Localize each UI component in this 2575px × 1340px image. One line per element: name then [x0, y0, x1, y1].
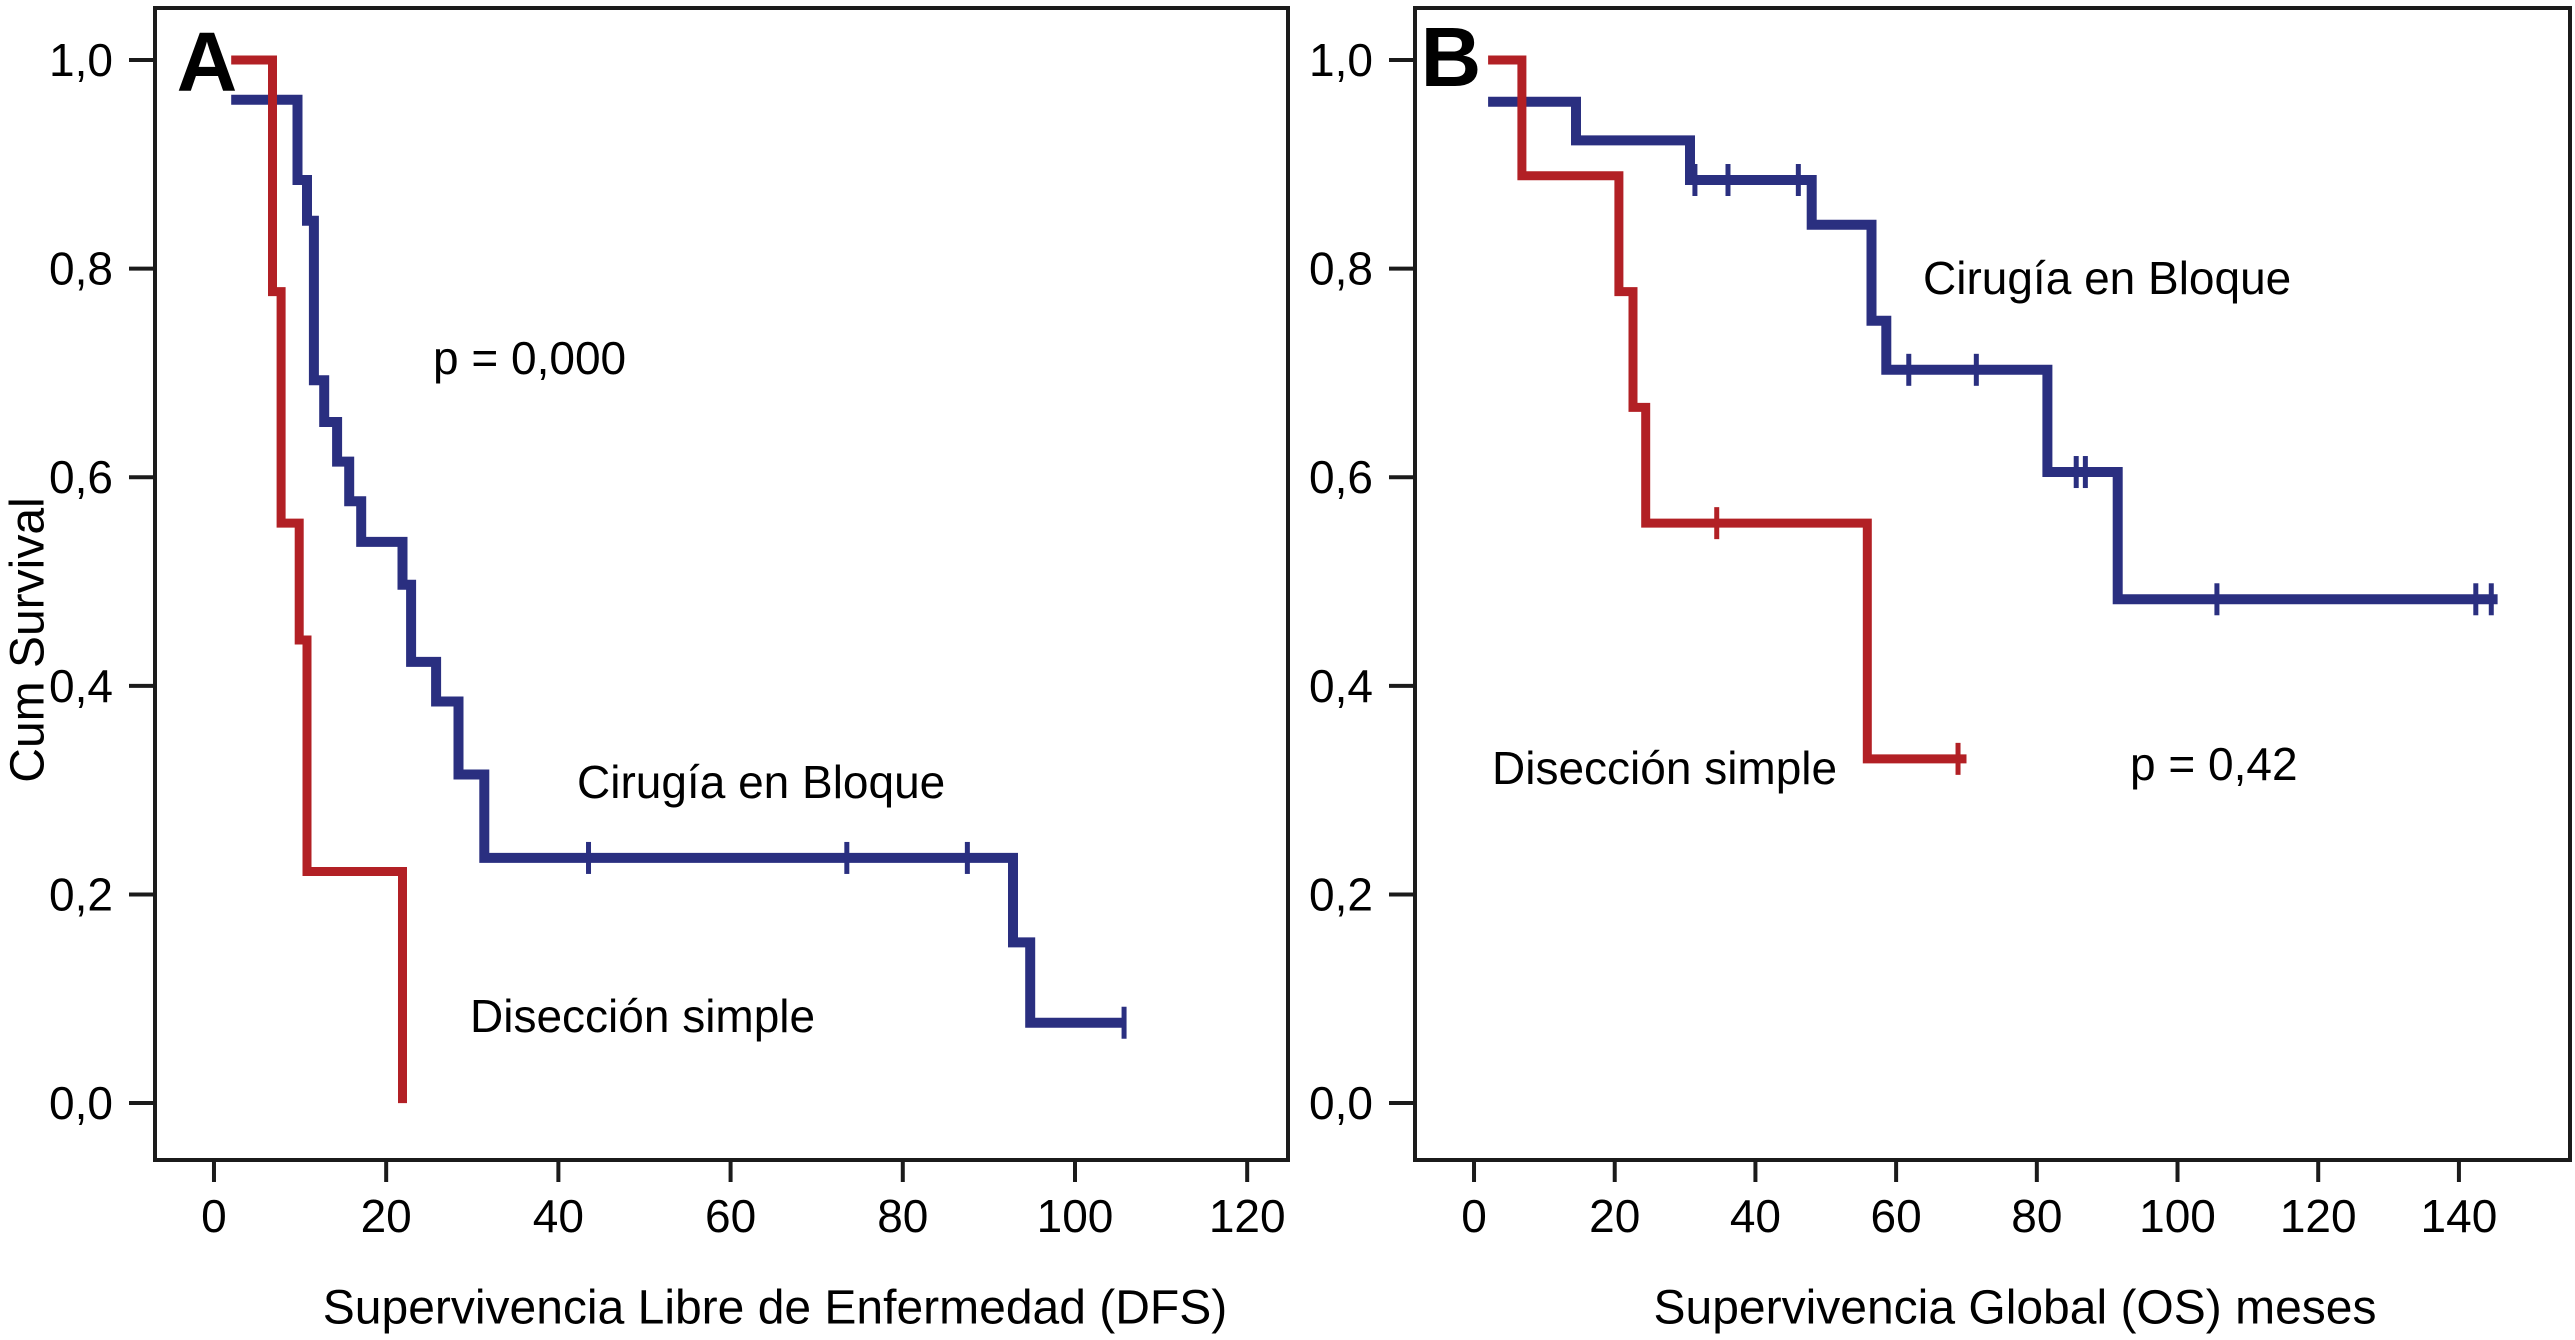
x-tick-label: 0 [1461, 1190, 1487, 1242]
y-axis-title: Cum Survival [2, 497, 55, 782]
x-axis-title: Supervivencia Libre de Enfermedad (DFS) [323, 1282, 1227, 1335]
y-tick-label: 0,8 [49, 243, 113, 295]
curve-label: Cirugía en Bloque [1923, 252, 2291, 304]
x-tick-label: 40 [1730, 1190, 1781, 1242]
y-tick-label: 0,0 [49, 1077, 113, 1129]
y-tick-label: 0,2 [1309, 868, 1373, 920]
x-tick-label: 60 [705, 1190, 756, 1242]
y-tick-label: 0,4 [1309, 660, 1373, 712]
y-tick-label: 0,6 [1309, 451, 1373, 503]
x-tick-label: 140 [2421, 1190, 2498, 1242]
km-curve-cirugia-en-bloque [1488, 96, 2498, 605]
x-tick-label: 120 [1209, 1190, 1286, 1242]
y-tick-label: 1,0 [1309, 34, 1373, 86]
x-tick-label: 20 [1589, 1190, 1640, 1242]
curve-label: Disección simple [470, 990, 815, 1042]
x-tick-label: 80 [877, 1190, 928, 1242]
y-tick-label: 0,6 [49, 451, 113, 503]
y-tick-label: 1,0 [49, 34, 113, 86]
panel-letter: B [1421, 10, 1482, 104]
x-tick-label: 40 [533, 1190, 584, 1242]
km-curve-cirugia-en-bloque [231, 94, 1125, 1028]
panel-A: 0 20 40 60 80 100 120 0,0 0,2 0,4 0,6 0,8 1,0 p = 0,0… [49, 6, 1290, 1335]
y-tick-label: 0,0 [1309, 1077, 1373, 1129]
y-tick-label: 0,8 [1309, 243, 1373, 295]
x-tick-label: 0 [201, 1190, 227, 1242]
x-tick-label: 80 [2011, 1190, 2062, 1242]
p-value-label: p = 0,000 [433, 332, 626, 384]
plot-box [153, 6, 1290, 1162]
km-curve-diseccion-simple [231, 55, 407, 1104]
panel-B: 0 20 40 60 80 100 120 140 0,0 0,2 0,4 0,6 0,8 1,0 Ciru… [1309, 6, 2572, 1335]
x-axis-title: Supervivencia Global (OS) meses [1654, 1282, 2377, 1335]
x-tick-label: 60 [1871, 1190, 1922, 1242]
curve-label: Cirugía en Bloque [577, 756, 945, 808]
x-tick-label: 20 [361, 1190, 412, 1242]
x-tick-label: 100 [1037, 1190, 1114, 1242]
x-tick-label: 120 [2280, 1190, 2357, 1242]
x-tick-label: 100 [2139, 1190, 2216, 1242]
y-tick-label: 0,4 [49, 660, 113, 712]
plot-box [1413, 6, 2572, 1162]
curve-label: Disección simple [1492, 742, 1837, 794]
p-value-label: p = 0,42 [2130, 738, 2298, 790]
y-tick-label: 0,2 [49, 868, 113, 920]
panel-letter: A [177, 15, 238, 109]
km-curve-diseccion-simple [1488, 55, 1967, 764]
